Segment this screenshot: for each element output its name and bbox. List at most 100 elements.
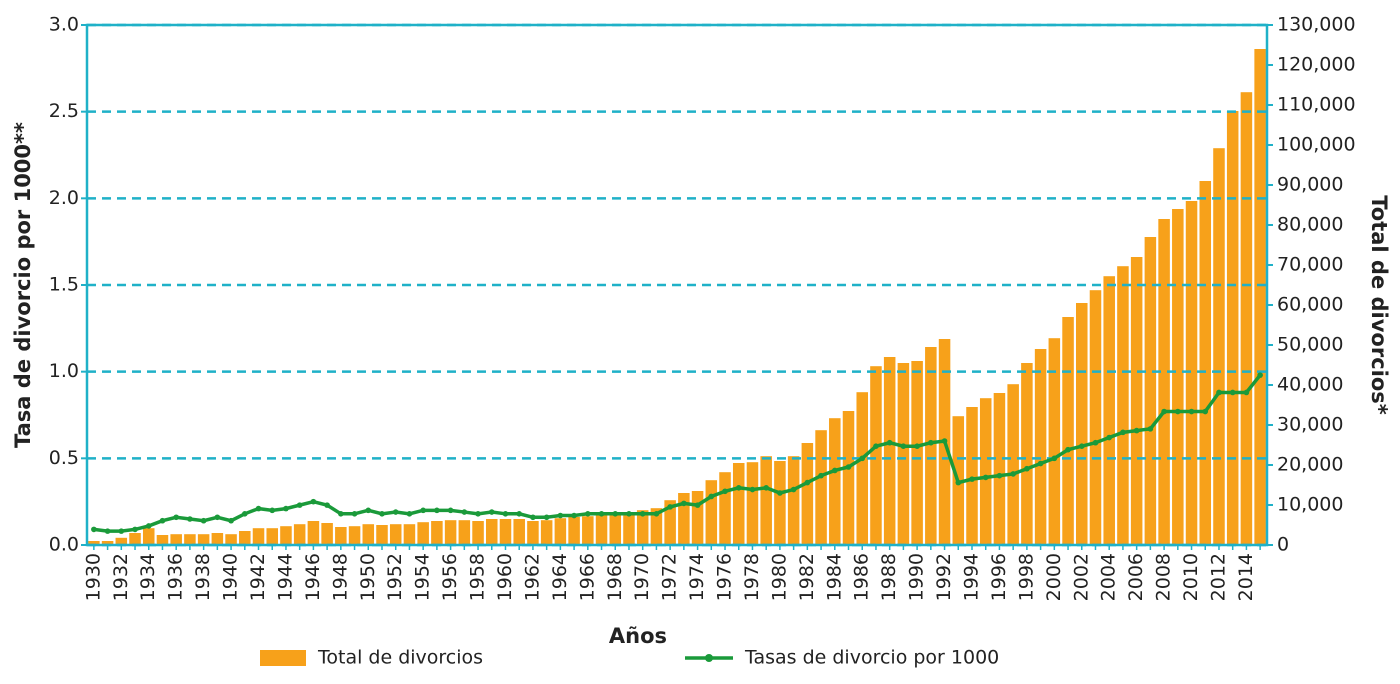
bar — [211, 533, 224, 545]
point — [722, 488, 728, 495]
bar — [170, 534, 182, 545]
point — [1133, 427, 1140, 434]
x-tick-label: 1938 — [192, 553, 214, 601]
x-tick-label: 1974 — [686, 553, 708, 601]
point — [324, 502, 330, 508]
bar — [527, 521, 539, 545]
point — [475, 511, 481, 517]
x-tick-label: 1996 — [988, 553, 1010, 601]
legend-label: Total de divorcios — [317, 647, 483, 669]
y-tick-label: 3.0 — [49, 14, 79, 36]
point — [777, 490, 783, 496]
point — [1010, 471, 1016, 477]
bar — [1254, 49, 1266, 545]
x-tick-label: 1958 — [467, 553, 489, 601]
point — [694, 502, 701, 508]
x-tick-label: 1986 — [851, 553, 873, 601]
x-tick-label: 1980 — [768, 553, 790, 601]
point — [982, 474, 989, 481]
x-tick-label: 2008 — [1153, 553, 1175, 601]
bar — [636, 510, 649, 545]
y-axis-title: Tasa de divorcio por 1000** — [11, 122, 35, 448]
point — [1106, 434, 1113, 441]
y-tick-label: 2.5 — [49, 100, 79, 122]
bar — [321, 523, 333, 545]
bar — [1021, 363, 1033, 545]
x-tick-label: 1984 — [823, 553, 845, 601]
bar — [142, 528, 155, 545]
bar — [307, 521, 320, 545]
bar — [252, 528, 265, 545]
point — [502, 511, 509, 517]
y-tick-label: 0.0 — [49, 534, 79, 556]
point — [214, 514, 221, 521]
y2-axis-title: Total de divorcios* — [1367, 195, 1391, 415]
point — [420, 507, 426, 514]
point — [804, 479, 811, 486]
point — [557, 512, 564, 519]
point — [365, 507, 372, 514]
bar — [1226, 111, 1239, 545]
bar — [129, 533, 141, 545]
bar — [623, 512, 635, 545]
bar — [280, 526, 292, 545]
bar — [486, 519, 498, 545]
point — [132, 526, 138, 533]
point — [639, 511, 646, 517]
bar — [719, 472, 731, 545]
point — [1065, 446, 1071, 453]
point — [571, 512, 577, 519]
y2-tick-label: 100,000 — [1277, 134, 1356, 156]
bar — [293, 524, 306, 545]
bar — [1076, 303, 1088, 545]
point — [831, 467, 838, 474]
x-tick-label: 1990 — [906, 553, 928, 601]
point — [173, 514, 179, 521]
x-tick-label: 1952 — [384, 553, 406, 601]
bar — [1062, 317, 1074, 545]
point — [900, 443, 907, 450]
bar — [1048, 338, 1061, 545]
point — [1188, 408, 1195, 415]
bar — [897, 363, 910, 545]
x-tick-label: 1970 — [631, 553, 653, 601]
y-tick-label: 1.5 — [49, 274, 79, 296]
bar — [787, 456, 800, 545]
y-tick-label: 2.0 — [49, 187, 79, 209]
bar — [101, 541, 114, 545]
bar — [609, 514, 622, 545]
point — [818, 472, 824, 479]
bar — [1117, 266, 1129, 545]
x-tick-label: 1948 — [329, 553, 351, 601]
point — [461, 509, 468, 515]
bar — [1144, 237, 1157, 545]
bar — [266, 528, 278, 545]
point — [434, 507, 440, 514]
point — [996, 472, 1003, 479]
bar — [472, 521, 484, 545]
point — [941, 438, 948, 444]
bar — [829, 418, 841, 545]
point — [626, 511, 632, 517]
point — [530, 514, 536, 521]
bar — [362, 524, 375, 545]
point — [1120, 429, 1126, 436]
point — [735, 485, 742, 491]
point — [269, 507, 276, 514]
bar — [760, 456, 772, 545]
bar — [595, 515, 608, 545]
point — [379, 511, 385, 517]
x-tick-label: 1988 — [878, 553, 900, 601]
bar — [678, 493, 690, 545]
bar — [1185, 201, 1198, 545]
point — [1202, 408, 1209, 415]
bar — [691, 491, 704, 545]
point — [1092, 439, 1099, 446]
point — [145, 523, 152, 529]
point — [763, 485, 769, 491]
x-tick-label: 1978 — [741, 553, 763, 601]
x-tick-label: 1936 — [165, 553, 187, 601]
x-tick-label: 1930 — [82, 553, 104, 601]
y-tick-label: 1.0 — [49, 360, 79, 382]
